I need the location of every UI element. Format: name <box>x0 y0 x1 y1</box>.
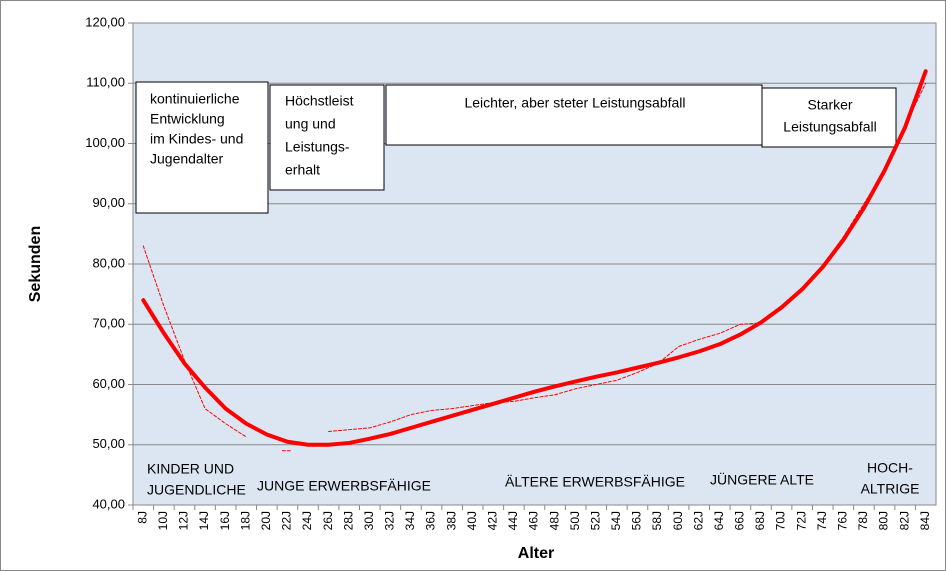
y-tick-label: 40,00 <box>92 496 125 511</box>
x-tick-label: 58J <box>650 511 664 530</box>
x-tick-label: 44J <box>506 511 520 530</box>
x-tick-label: 74J <box>815 511 829 530</box>
annotation-text: Entwicklung <box>150 111 225 127</box>
x-tick-label: 14J <box>197 511 211 530</box>
y-axis-title: Sekunden <box>27 226 44 302</box>
x-axis-title: Alter <box>518 545 554 562</box>
y-tick-label: 50,00 <box>92 436 125 451</box>
x-tick-label: 52J <box>588 511 602 530</box>
data-line <box>141 69 928 447</box>
annotation-text: Jugendalter <box>150 151 224 167</box>
annotation-text: Leistungsabfall <box>783 119 876 135</box>
annotation-text: Höchstleist <box>285 93 354 109</box>
x-tick-label: 40J <box>465 511 479 530</box>
phase-label: JÜNGERE ALTE <box>710 471 814 488</box>
annotation-box <box>385 84 763 146</box>
annotation-text: Starker <box>807 97 852 113</box>
y-tick-label: 100,00 <box>85 135 125 150</box>
phase-label: JUNGE ERWERBSFÄHIGE <box>257 478 431 494</box>
x-tick-label: 68J <box>753 511 767 530</box>
annotation-text: ung und <box>285 116 336 132</box>
x-tick-label: 26J <box>321 511 335 530</box>
phase-label: ALTRIGE <box>861 481 920 497</box>
x-tick-label: 56J <box>630 511 644 530</box>
x-tick-label: 20J <box>259 511 273 530</box>
x-tick-label: 72J <box>794 511 808 530</box>
x-tick-label: 30J <box>362 511 376 530</box>
x-tick-label: 54J <box>609 511 623 530</box>
x-tick-label: 8J <box>135 511 149 524</box>
x-tick-label: 46J <box>527 511 541 530</box>
x-tick-label: 42J <box>485 511 499 530</box>
x-tick-label: 16J <box>218 511 232 530</box>
x-tick-label: 12J <box>177 511 191 530</box>
x-tick-label: 64J <box>712 511 726 530</box>
x-tick-label: 78J <box>856 511 870 530</box>
annotation-box <box>761 87 897 148</box>
y-tick-label: 80,00 <box>92 255 125 270</box>
x-tick-label: 66J <box>733 511 747 530</box>
y-tick-label: 110,00 <box>86 75 125 90</box>
phase-label: JUGENDLICHE <box>147 482 246 498</box>
x-tick-label: 82J <box>897 511 911 530</box>
annotation-box <box>135 81 269 214</box>
x-tick-label: 48J <box>547 511 561 530</box>
y-tick-label: 70,00 <box>92 316 125 331</box>
x-tick-label: 84J <box>918 511 932 530</box>
x-tick-label: 18J <box>238 511 252 530</box>
x-tick-label: 22J <box>280 511 294 530</box>
annotation-text: Leichter, aber steter Leistungsabfall <box>464 95 685 111</box>
y-tick-label: 90,00 <box>92 195 125 210</box>
phase-label: HOCH- <box>867 460 913 476</box>
annotation-text: Leistungs- <box>285 139 350 155</box>
phase-label: ÄLTERE ERWERBSFÄHIGE <box>505 474 685 490</box>
x-tick-label: 24J <box>300 511 314 530</box>
annotation-text: im Kindes- und <box>150 131 243 147</box>
y-tick-label: 120,00 <box>85 14 125 29</box>
phase-label: KINDER UND <box>147 461 234 477</box>
annotation-text: kontinuierliche <box>150 91 240 107</box>
x-tick-label: 60J <box>671 511 685 530</box>
x-tick-label: 36J <box>424 511 438 530</box>
x-tick-label: 62J <box>691 511 705 530</box>
x-tick-label: 34J <box>403 511 417 530</box>
x-tick-label: 70J <box>774 511 788 530</box>
y-tick-label: 60,00 <box>92 376 125 391</box>
x-tick-label: 80J <box>877 511 891 530</box>
annotation-box <box>269 84 385 191</box>
x-tick-label: 38J <box>444 511 458 530</box>
x-tick-label: 28J <box>341 511 355 530</box>
x-tick-label: 50J <box>568 511 582 530</box>
x-tick-label: 10J <box>156 511 170 530</box>
annotation-text: erhalt <box>285 162 320 178</box>
x-tick-label: 32J <box>383 511 397 530</box>
x-tick-label: 76J <box>836 511 850 530</box>
